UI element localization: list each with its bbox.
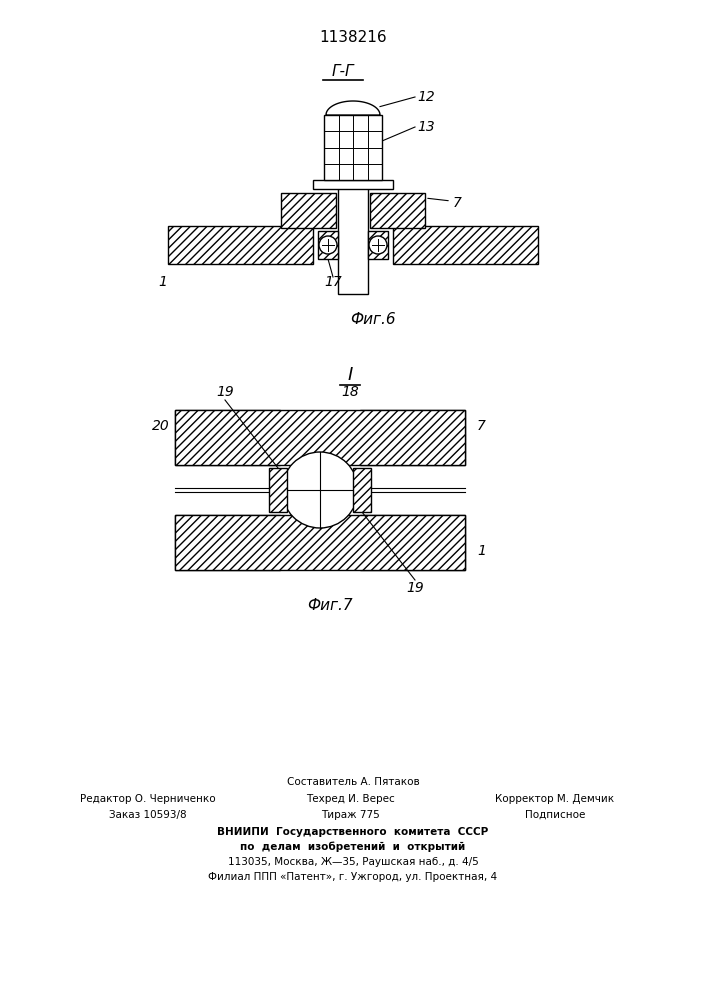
Text: 7: 7 [477, 419, 486, 433]
Bar [370, 193, 425, 228]
Text: ВНИИПИ  Государственного  комитета  СССР: ВНИИПИ Государственного комитета СССР [217, 827, 489, 837]
Text: 19: 19 [406, 581, 424, 595]
Text: 19: 19 [216, 385, 234, 399]
Text: по  делам  изобретений  и  открытий: по делам изобретений и открытий [240, 842, 466, 852]
Text: 1138216: 1138216 [319, 29, 387, 44]
Text: I: I [347, 366, 353, 384]
Bar [353, 468, 371, 512]
Bar [175, 410, 465, 465]
Text: 17: 17 [324, 275, 342, 289]
Bar [175, 515, 280, 570]
Bar [168, 226, 313, 264]
Text: Фиг.6: Фиг.6 [350, 312, 396, 326]
Polygon shape [326, 101, 380, 115]
Text: Корректор М. Демчик: Корректор М. Демчик [496, 794, 614, 804]
Circle shape [282, 452, 358, 528]
Text: 113035, Москва, Ж—35, Раушская наб., д. 4/5: 113035, Москва, Ж—35, Раушская наб., д. … [228, 857, 479, 867]
Bar [175, 410, 280, 465]
Text: Техред И. Верес: Техред И. Верес [305, 794, 395, 804]
Text: Составитель А. Пятаков: Составитель А. Пятаков [286, 777, 419, 787]
Text: 13: 13 [417, 120, 435, 134]
Text: 7: 7 [453, 196, 462, 210]
Text: Фиг.7: Фиг.7 [307, 597, 353, 612]
Text: Тираж 775: Тираж 775 [321, 810, 380, 820]
Circle shape [319, 236, 337, 254]
Text: 1: 1 [477, 544, 486, 558]
Bar [360, 410, 465, 465]
Bar [281, 193, 336, 228]
Bar [313, 180, 393, 189]
Bar [318, 231, 338, 259]
Bar [175, 515, 465, 570]
Text: 1: 1 [158, 275, 168, 289]
Text: Заказ 10593/8: Заказ 10593/8 [109, 810, 187, 820]
Text: Г-Г: Г-Г [332, 64, 354, 79]
Text: Подписное: Подписное [525, 810, 585, 820]
Circle shape [369, 236, 387, 254]
Text: Редактор О. Черниченко: Редактор О. Черниченко [80, 794, 216, 804]
Text: 12: 12 [417, 90, 435, 104]
Bar [338, 143, 368, 294]
Bar [393, 226, 538, 264]
Bar [324, 115, 382, 180]
Text: Филиал ППП «Патент», г. Ужгород, ул. Проектная, 4: Филиал ППП «Патент», г. Ужгород, ул. Про… [209, 872, 498, 882]
Bar [360, 515, 465, 570]
Bar [368, 231, 388, 259]
Text: 20: 20 [152, 419, 170, 433]
Text: 18: 18 [341, 385, 359, 399]
Bar [269, 468, 287, 512]
